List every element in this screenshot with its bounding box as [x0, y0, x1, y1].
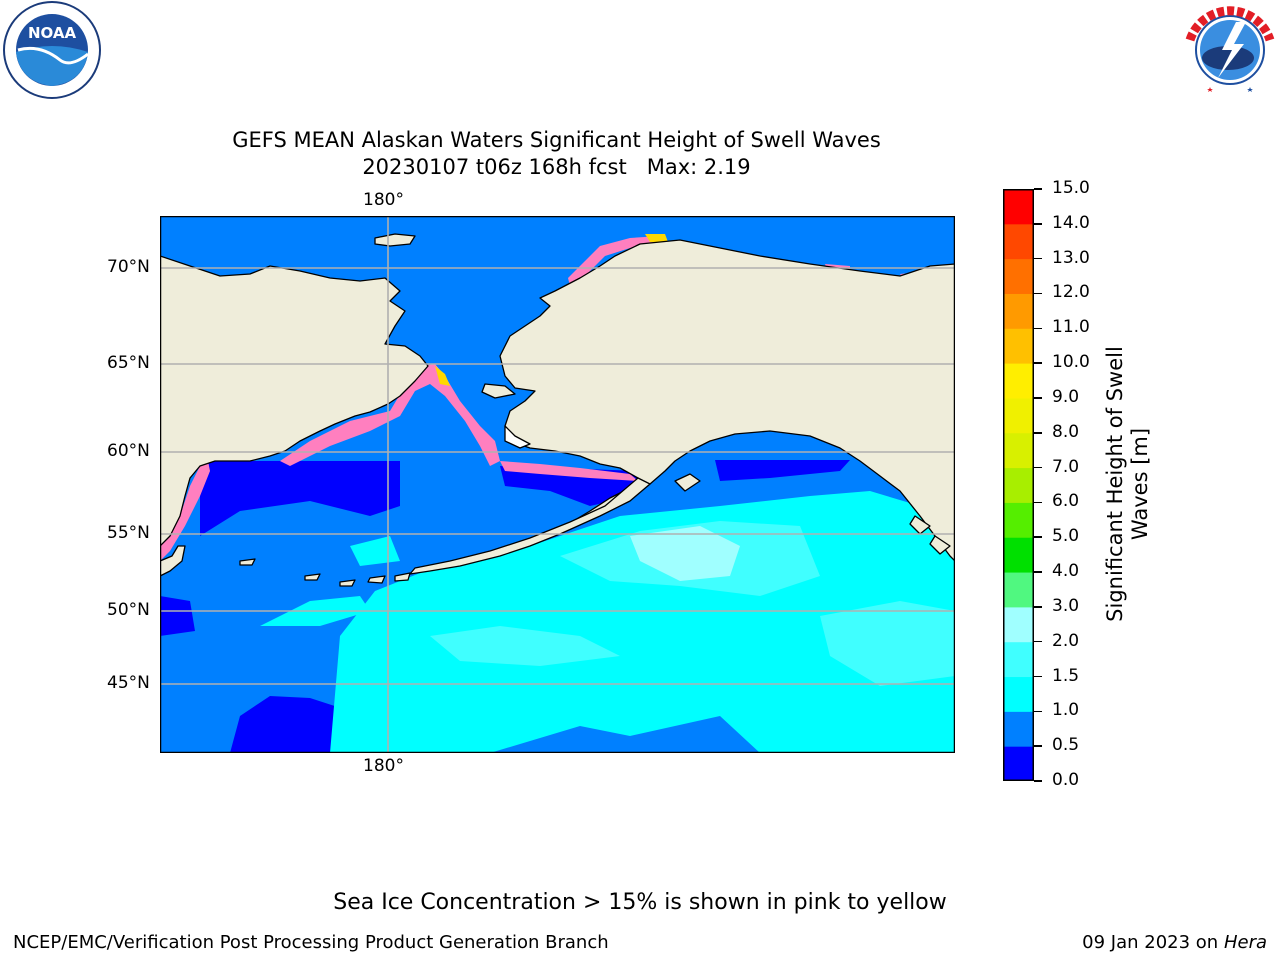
- colorbar-swatch: [1003, 293, 1034, 329]
- lat-label-55n: 55°N: [107, 523, 150, 543]
- colorbar-tick-mark: [1034, 675, 1042, 678]
- colorbar: [1003, 189, 1034, 782]
- chart-subtitle: 20230107 t06z 168h fcst Max: 2.19: [362, 155, 751, 179]
- colorbar-tick-mark: [1034, 745, 1042, 747]
- colorbar-swatch: [1003, 467, 1034, 503]
- colorbar-tick-mark: [1034, 223, 1042, 225]
- colorbar-tick-label: 1.5: [1052, 665, 1080, 686]
- colorbar-tick-mark: [1034, 571, 1042, 573]
- colorbar-swatch: [1003, 397, 1034, 434]
- colorbar-tick-label: 7.0: [1052, 456, 1080, 477]
- footer-left: NCEP/EMC/Verification Post Processing Pr…: [13, 932, 609, 953]
- colorbar-tick-mark: [1034, 466, 1042, 469]
- colorbar-swatch: [1003, 676, 1034, 712]
- colorbar-swatch: [1003, 641, 1034, 678]
- swell-height-map: [159, 215, 956, 754]
- colorbar-tick-mark: [1034, 432, 1042, 434]
- colorbar-swatch: [1003, 537, 1034, 573]
- lat-label-70n: 70°N: [107, 257, 150, 277]
- colorbar-tick-label: 14.0: [1052, 212, 1090, 233]
- colorbar-tick-mark: [1034, 536, 1042, 538]
- colorbar-border: [1003, 189, 1034, 781]
- noaa-logo-text: NOAA: [28, 24, 77, 42]
- colorbar-tick-mark: [1034, 292, 1042, 295]
- footer-machine: Hera: [1223, 932, 1267, 953]
- colorbar-tick-label: 11.0: [1052, 317, 1090, 338]
- footer-right: 09 Jan 2023 on Hera: [1082, 932, 1267, 953]
- lat-label-50n: 50°N: [107, 600, 150, 620]
- colorbar-tick-mark: [1034, 710, 1042, 713]
- colorbar-swatch: [1003, 189, 1034, 225]
- colorbar-tick-label: 9.0: [1052, 386, 1080, 407]
- colorbar-swatch: [1003, 258, 1034, 294]
- sea-ice-note: Sea Ice Concentration > 15% is shown in …: [333, 890, 947, 915]
- colorbar-tick-mark: [1034, 362, 1042, 364]
- colorbar-tick-mark: [1034, 606, 1042, 608]
- colorbar-tick-mark: [1034, 327, 1042, 330]
- colorbar-swatch: [1003, 328, 1034, 364]
- colorbar-swatch: [1003, 606, 1034, 643]
- colorbar-swatch: [1003, 223, 1034, 260]
- colorbar-tick-label: 0.0: [1052, 770, 1080, 790]
- footer-date: 09 Jan 2023 on: [1082, 932, 1224, 953]
- colorbar-tick-label: 5.0: [1052, 526, 1080, 547]
- nws-logo: [1178, 0, 1280, 100]
- colorbar-tick-label: 4.0: [1052, 561, 1080, 582]
- lon-label-top: 180°: [363, 190, 404, 210]
- chart-title: GEFS MEAN Alaskan Waters Significant Hei…: [232, 128, 881, 152]
- colorbar-tick-mark: [1034, 640, 1042, 643]
- colorbar-swatch: [1003, 363, 1034, 399]
- colorbar-tick-label: 13.0: [1052, 247, 1090, 268]
- noaa-logo: NOAA: [0, 0, 104, 100]
- colorbar-label-line1: Significant Height of Swell: [1103, 346, 1127, 622]
- colorbar-tick-label: 12.0: [1052, 282, 1090, 303]
- colorbar-swatch: [1003, 746, 1034, 782]
- colorbar-tick-mark: [1034, 501, 1042, 504]
- colorbar-swatch: [1003, 572, 1034, 608]
- lon-label-bottom: 180°: [363, 756, 404, 776]
- colorbar-tick-mark: [1034, 397, 1042, 399]
- colorbar-tick-label: 6.0: [1052, 491, 1080, 512]
- lat-label-60n: 60°N: [107, 441, 150, 461]
- colorbar-swatch: [1003, 432, 1034, 469]
- colorbar-swatch: [1003, 502, 1034, 538]
- colorbar-tick-mark: [1034, 188, 1042, 190]
- colorbar-tick-label: 3.0: [1052, 595, 1080, 616]
- lat-label-65n: 65°N: [107, 353, 150, 373]
- colorbar-tick-label: 10.0: [1052, 352, 1090, 373]
- colorbar-tick-label: 8.0: [1052, 421, 1080, 442]
- colorbar-tick-mark: [1034, 780, 1042, 782]
- colorbar-tick-label: 0.5: [1052, 735, 1080, 756]
- colorbar-tick-mark: [1034, 257, 1042, 260]
- lat-label-45n: 45°N: [107, 673, 150, 693]
- colorbar-tick-label: 1.0: [1052, 700, 1080, 721]
- colorbar-tick-label: 2.0: [1052, 630, 1080, 651]
- colorbar-tick-label: 15.0: [1052, 178, 1090, 198]
- colorbar-swatch: [1003, 711, 1034, 747]
- colorbar-label-line2: Waves [m]: [1128, 427, 1152, 541]
